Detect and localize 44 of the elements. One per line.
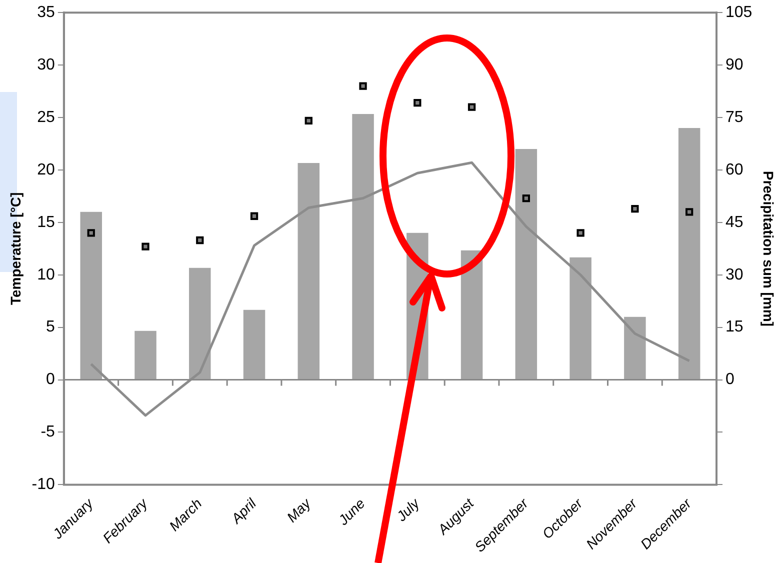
y2-tick-label: 15	[726, 318, 744, 336]
bar	[624, 316, 646, 380]
y-tick-label: -5	[40, 424, 56, 441]
bar	[134, 330, 156, 380]
point	[250, 212, 258, 220]
y2-tick-label: 75	[726, 108, 744, 126]
y2-tick-label: 60	[726, 161, 744, 178]
point	[87, 229, 95, 237]
bar	[460, 250, 483, 380]
y2-tick-label: 0	[726, 371, 735, 388]
bar	[570, 257, 592, 380]
point	[414, 98, 422, 107]
y-tick-label: 25	[37, 108, 56, 126]
y-tick-label: 5	[46, 318, 56, 336]
x-tick-label: July	[392, 494, 423, 525]
point	[631, 204, 639, 213]
bar	[352, 114, 374, 380]
y2-tick-label: 30	[726, 266, 744, 284]
y-axis-title: Temperature [°C]	[7, 192, 24, 305]
y-tick-label: 20	[37, 161, 56, 178]
y-tick-label: 0	[46, 371, 56, 388]
bar	[515, 148, 538, 380]
point	[142, 242, 150, 250]
y-tick-label: -10	[32, 476, 56, 494]
point	[685, 208, 694, 216]
point	[522, 194, 530, 202]
point	[359, 82, 367, 90]
y2-tick-label: 90	[726, 56, 744, 74]
y2-tick-label: 45	[726, 214, 744, 231]
y-tick-label: 30	[37, 56, 56, 74]
y-tick-label: 10	[37, 266, 56, 284]
point	[468, 103, 476, 111]
bar	[298, 162, 320, 380]
y2-tick-label: 105	[726, 4, 752, 22]
point	[304, 116, 312, 124]
bar	[243, 310, 266, 380]
point	[576, 229, 584, 237]
bar	[80, 212, 102, 380]
bar	[189, 268, 211, 380]
y-tick-label: 15	[37, 214, 56, 231]
y-tick-label: 35	[37, 4, 56, 22]
bar	[678, 128, 700, 380]
y2-axis-title: Precipitation sum [mm]	[760, 170, 777, 326]
point	[196, 236, 204, 244]
